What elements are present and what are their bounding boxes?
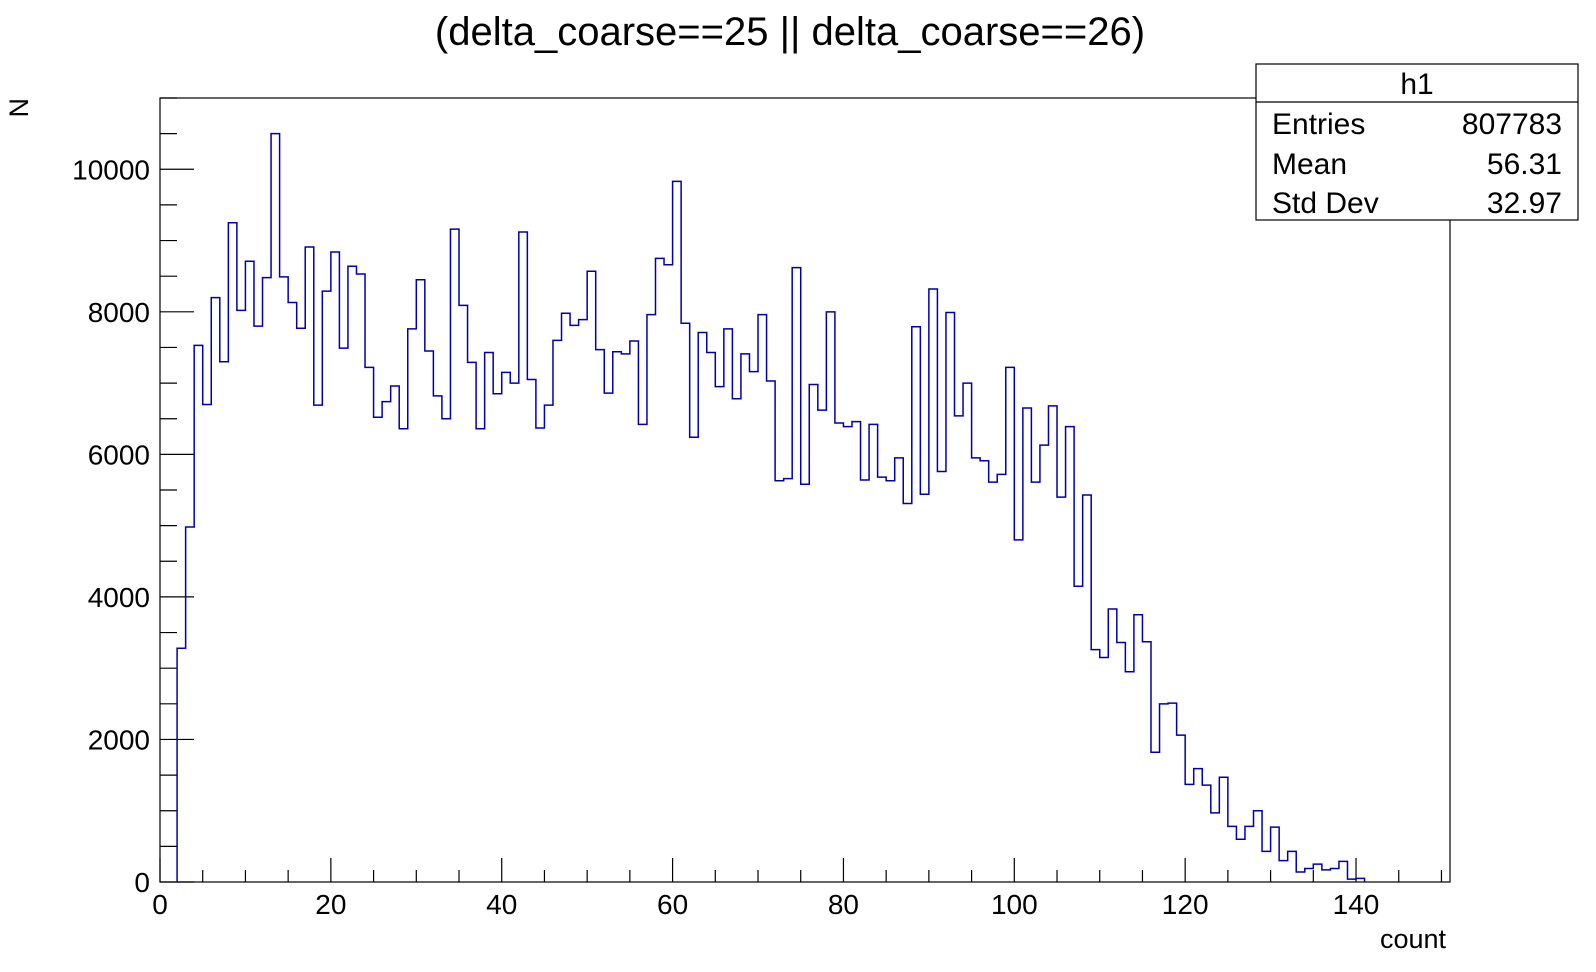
stats-mean-value: 56.31 <box>1487 148 1562 181</box>
x-tick-label: 120 <box>1162 889 1209 920</box>
x-axis: 0 20 40 60 80 100 120 140 <box>152 858 1443 920</box>
x-axis-label: count <box>1380 924 1447 954</box>
stats-mean-label: Mean <box>1272 148 1347 181</box>
chart-title: (delta_coarse==25 || delta_coarse==26) <box>435 10 1145 54</box>
stats-stddev-label: Std Dev <box>1272 187 1379 220</box>
y-tick-label: 2000 <box>88 724 150 755</box>
stats-entries-label: Entries <box>1272 108 1365 141</box>
y-tick-label: 6000 <box>88 439 150 470</box>
x-tick-label: 0 <box>152 889 168 920</box>
y-axis-label: N <box>4 98 34 118</box>
stats-box-name: h1 <box>1400 68 1433 101</box>
x-tick-label: 60 <box>657 889 688 920</box>
histogram-line <box>176 132 1366 882</box>
stats-box-frame <box>1255 63 1579 221</box>
y-tick-label: 8000 <box>88 297 150 328</box>
stats-stddev-value: 32.97 <box>1487 187 1562 220</box>
x-tick-label: 140 <box>1333 889 1380 920</box>
y-tick-label: 4000 <box>88 582 150 613</box>
y-tick-label: 0 <box>134 867 150 898</box>
y-axis: 0 2000 4000 6000 8000 10000 <box>72 97 194 898</box>
x-tick-label: 20 <box>315 889 346 920</box>
x-tick-label: 40 <box>486 889 517 920</box>
y-tick-label: 10000 <box>72 154 150 185</box>
stats-entries-value: 807783 <box>1462 108 1562 141</box>
x-tick-label: 80 <box>828 889 859 920</box>
x-tick-label: 100 <box>991 889 1038 920</box>
stats-box: h1 Entries 807783 Mean 56.31 Std Dev 32.… <box>1255 63 1579 221</box>
